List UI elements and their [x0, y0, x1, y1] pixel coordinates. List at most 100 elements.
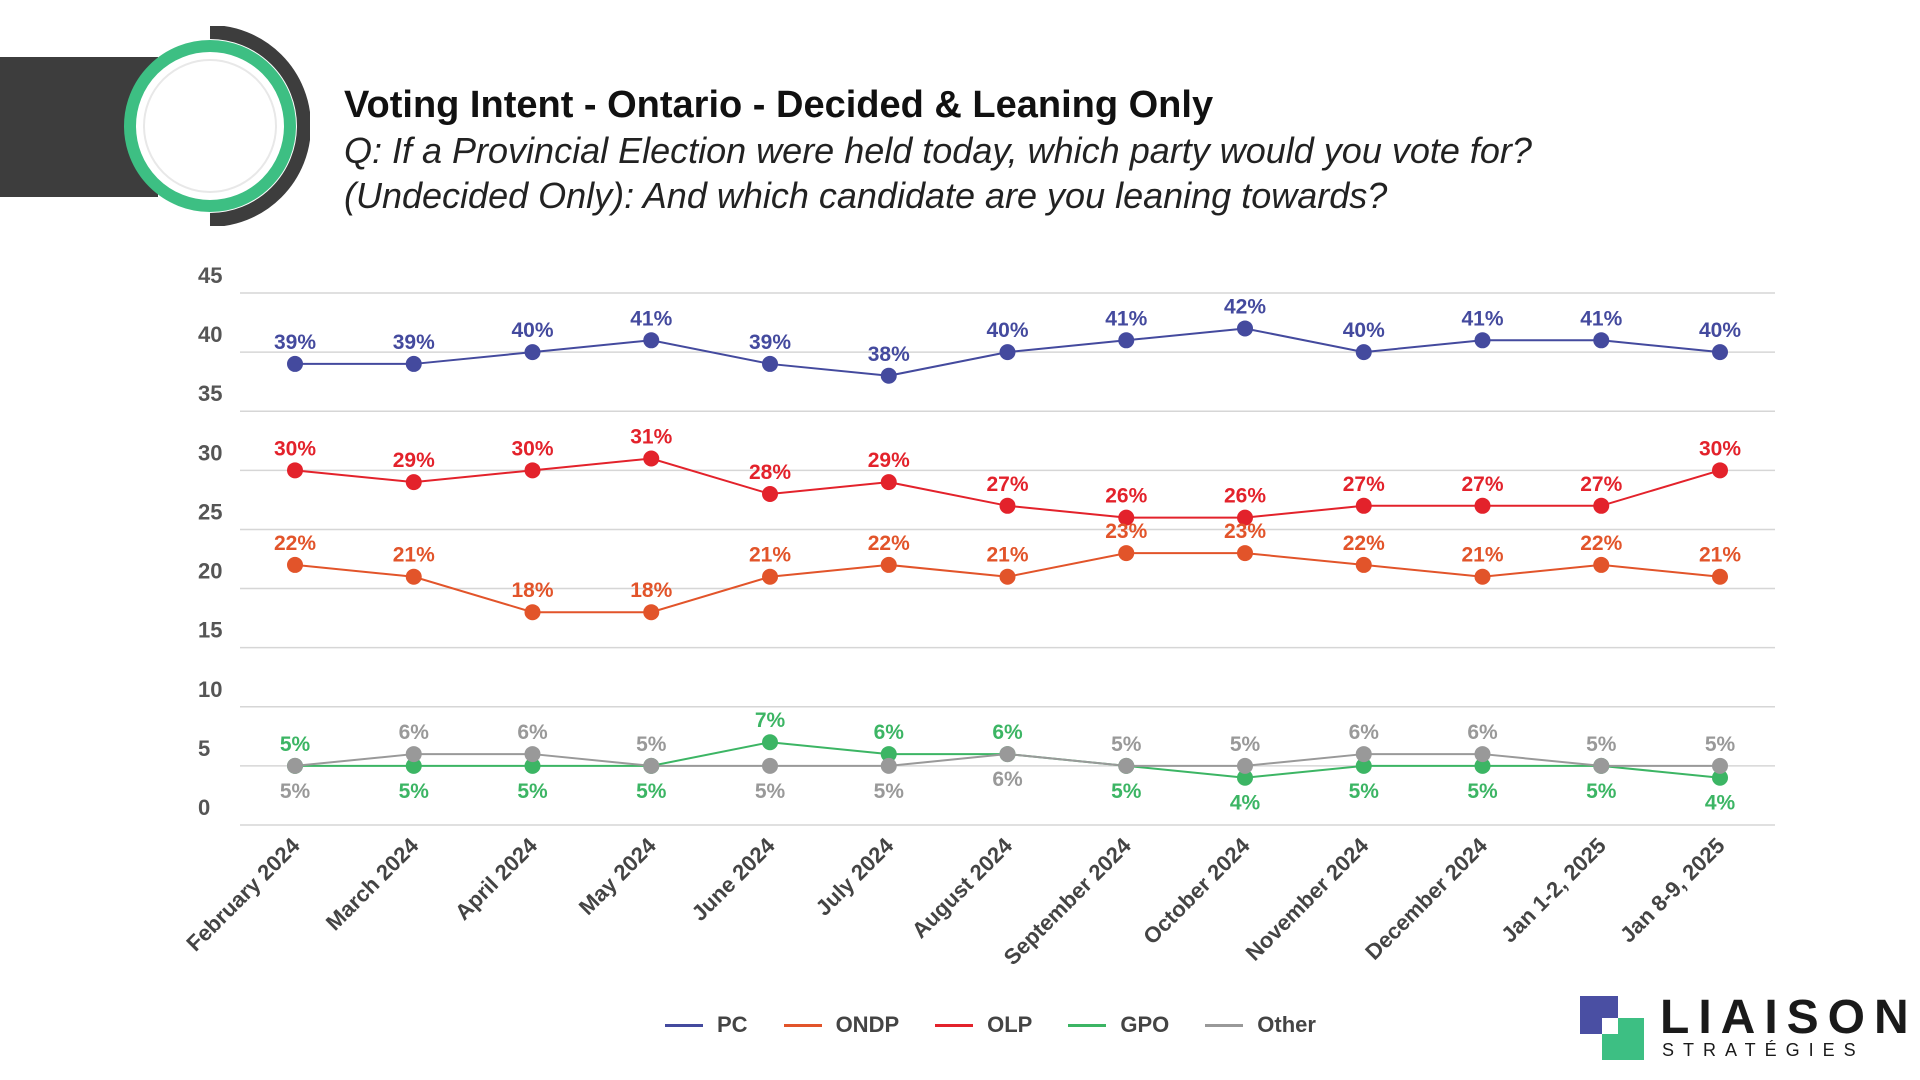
ondp-point: [1118, 545, 1135, 562]
pc-data-label: 40%: [1343, 319, 1385, 342]
other-data-label: 6%: [399, 721, 430, 744]
olp-data-label: 30%: [511, 437, 553, 460]
gpo-data-label: 4%: [1230, 792, 1261, 815]
legend-swatch: [935, 1023, 974, 1027]
x-tick-label: July 2024: [811, 832, 899, 920]
y-tick-label: 30: [198, 440, 222, 465]
legend-item-other: Other: [1205, 1012, 1316, 1038]
y-tick-label: 40: [198, 322, 222, 347]
other-point: [1237, 757, 1253, 774]
x-tick-label: September 2024: [999, 832, 1137, 970]
other-point: [643, 757, 660, 774]
ondp-data-label: 21%: [986, 544, 1028, 567]
ondp-data-label: 21%: [749, 544, 791, 567]
other-data-label: 5%: [1111, 733, 1142, 756]
legend-item-ondp: ONDP: [783, 1012, 900, 1038]
olp-data-label: 27%: [1461, 473, 1503, 496]
ondp-data-label: 21%: [1461, 544, 1503, 567]
olp-point: [1118, 509, 1135, 526]
ondp-point: [999, 568, 1016, 585]
other-point: [287, 757, 303, 774]
olp-point: [1237, 509, 1253, 526]
pc-data-label: 41%: [1580, 307, 1622, 330]
legend-swatch: [783, 1023, 822, 1027]
gpo-data-label: 6%: [992, 721, 1023, 744]
legend-label: PC: [717, 1012, 748, 1037]
olp-point: [643, 450, 660, 467]
legend-swatch: [665, 1023, 703, 1027]
ondp-point: [1712, 568, 1728, 585]
ondp-data-label: 22%: [868, 532, 910, 555]
other-data-label: 5%: [280, 780, 311, 803]
other-point: [880, 757, 897, 774]
pc-data-label: 41%: [1461, 307, 1503, 330]
ondp-data-label: 23%: [1224, 520, 1266, 543]
ondp-point: [405, 568, 422, 585]
olp-data-label: 28%: [749, 461, 791, 484]
ondp-point: [880, 556, 897, 573]
gpo-data-label: 5%: [1349, 780, 1380, 803]
pc-point: [287, 355, 303, 372]
x-tick-label: June 2024: [687, 832, 780, 925]
olp-point: [880, 474, 897, 491]
legend-label: OLP: [987, 1012, 1033, 1037]
x-tick-label: May 2024: [574, 832, 661, 919]
pc-point: [1237, 320, 1253, 337]
legend-label: Other: [1257, 1012, 1316, 1037]
pc-data-label: 41%: [630, 307, 672, 330]
logo-subtitle: STRATÉGIES: [1662, 1040, 1865, 1060]
olp-point: [1593, 497, 1610, 514]
liaison-logo: LIAISON STRATÉGIES: [1580, 991, 1909, 1060]
gpo-point: [405, 757, 422, 774]
chart-subtitle-leaning: (Undecided Only): And which candidate ar…: [344, 175, 1388, 216]
other-point: [1712, 757, 1728, 774]
gpo-data-label: 5%: [399, 780, 430, 803]
other-point: [762, 757, 778, 774]
other-data-label: 6%: [517, 721, 548, 744]
other-point: [1593, 757, 1610, 774]
legend-item-olp: OLP: [935, 1012, 1032, 1038]
ondp-point: [287, 556, 303, 573]
pc-point: [1712, 344, 1728, 361]
ondp-point: [643, 604, 660, 621]
ondp-data-label: 21%: [393, 544, 435, 567]
x-tick-label: December 2024: [1360, 832, 1492, 964]
pc-data-label: 40%: [986, 319, 1028, 342]
olp-data-label: 30%: [274, 437, 316, 460]
ondp-data-label: 21%: [1699, 544, 1741, 567]
ondp-point: [762, 568, 778, 585]
x-tick-label: Jan 8-9, 2025: [1615, 833, 1730, 948]
chart-legend: PC ONDP OLP GPO Other: [665, 1010, 1352, 1040]
y-tick-label: 15: [198, 618, 222, 643]
other-point: [1118, 757, 1135, 774]
ondp-data-label: 23%: [1105, 520, 1147, 543]
olp-point: [1355, 497, 1372, 514]
pc-point: [524, 344, 541, 361]
logo-name: LIAISON: [1660, 991, 1918, 1044]
liaison-logo-mark-icon: [1580, 996, 1644, 1060]
ondp-data-label: 18%: [511, 579, 553, 602]
other-data-label: 5%: [874, 780, 905, 803]
pc-point: [880, 367, 897, 384]
pc-point: [1593, 332, 1610, 349]
pc-point: [762, 355, 778, 372]
other-point: [1355, 746, 1372, 763]
legend-label: ONDP: [835, 1012, 900, 1037]
pc-point: [405, 355, 422, 372]
pc-data-label: 39%: [749, 331, 791, 354]
olp-data-label: 27%: [1343, 473, 1385, 496]
gpo-point: [1355, 757, 1372, 774]
olp-data-label: 27%: [986, 473, 1028, 496]
pc-data-label: 41%: [1105, 307, 1147, 330]
other-data-label: 6%: [992, 768, 1023, 791]
gpo-data-label: 4%: [1705, 792, 1736, 815]
chart-subtitle-question: Q: If a Provincial Election were held to…: [344, 130, 1532, 171]
olp-data-label: 27%: [1580, 473, 1622, 496]
pc-point: [643, 332, 660, 349]
pc-data-label: 40%: [1699, 319, 1741, 342]
x-tick-label: February 2024: [181, 832, 305, 956]
other-data-label: 5%: [755, 780, 786, 803]
ondp-point: [1474, 568, 1491, 585]
ondp-point: [1593, 556, 1610, 573]
